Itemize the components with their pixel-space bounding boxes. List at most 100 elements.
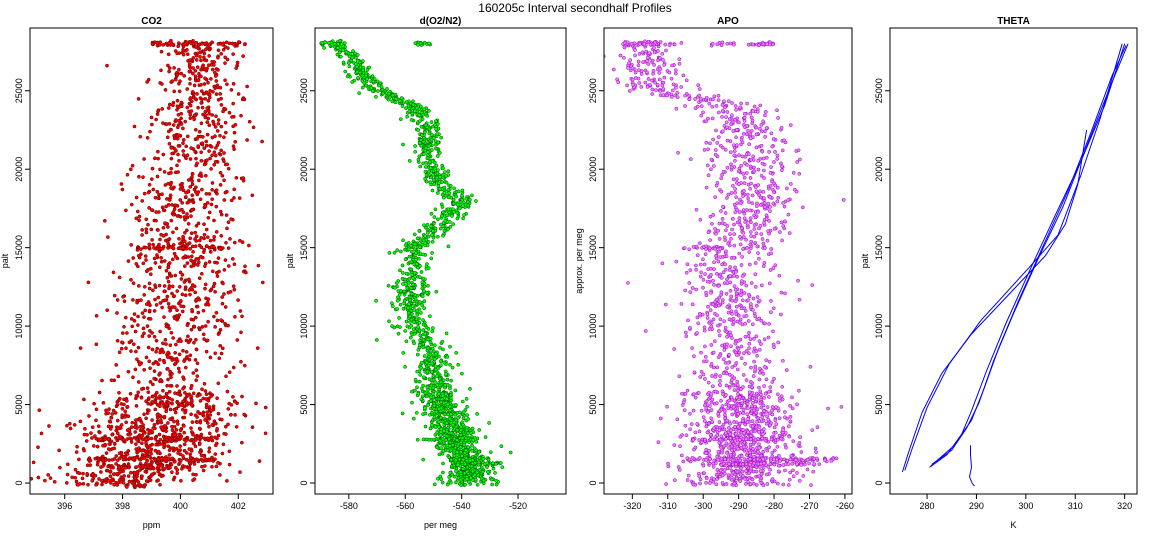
data-point <box>235 338 240 342</box>
data-point <box>167 102 172 107</box>
data-point <box>414 106 419 110</box>
data-point <box>94 407 99 412</box>
data-point <box>744 237 748 242</box>
data-point <box>199 74 203 79</box>
data-point <box>381 91 385 96</box>
data-point <box>701 277 706 282</box>
data-point <box>146 222 150 227</box>
data-point <box>216 48 221 53</box>
data-point <box>102 218 107 223</box>
data-point <box>120 340 124 345</box>
data-point <box>199 271 204 276</box>
data-point <box>486 469 490 474</box>
data-point <box>437 376 442 381</box>
data-point <box>409 286 414 290</box>
data-point <box>342 41 347 45</box>
data-point <box>247 243 251 248</box>
data-point <box>135 438 139 442</box>
data-point <box>796 278 800 283</box>
data-point <box>173 254 178 259</box>
data-point <box>218 92 223 96</box>
plot-area <box>604 39 846 488</box>
data-point <box>179 71 184 76</box>
data-point <box>175 204 180 208</box>
data-point <box>761 190 766 194</box>
data-point <box>193 315 198 320</box>
data-point <box>231 124 236 129</box>
data-point <box>438 380 443 384</box>
data-point <box>400 276 405 281</box>
data-point <box>783 410 787 414</box>
data-point <box>436 140 441 145</box>
data-point <box>227 41 232 46</box>
data-point <box>144 444 149 448</box>
data-point <box>256 263 261 268</box>
data-point <box>129 349 133 353</box>
data-point <box>213 86 217 91</box>
data-point <box>444 372 448 376</box>
data-point <box>396 295 400 300</box>
data-point <box>396 331 401 336</box>
data-point <box>398 99 402 103</box>
data-point <box>77 457 81 462</box>
data-point <box>326 41 331 45</box>
data-point <box>398 117 403 122</box>
data-point <box>229 198 234 203</box>
data-point <box>190 175 194 180</box>
data-point <box>155 457 160 462</box>
data-point <box>734 304 739 309</box>
data-point <box>113 411 118 415</box>
data-point <box>422 289 426 293</box>
data-point <box>436 366 441 370</box>
data-point <box>105 308 110 313</box>
data-point <box>435 445 439 450</box>
data-point <box>462 443 466 447</box>
data-point <box>245 138 249 142</box>
data-point <box>129 277 133 282</box>
data-point <box>188 58 192 62</box>
data-point <box>435 383 440 387</box>
data-point <box>189 254 194 259</box>
data-point <box>108 474 113 479</box>
data-point <box>119 182 124 186</box>
data-point <box>225 82 229 87</box>
data-point <box>742 351 746 356</box>
data-point <box>417 141 422 145</box>
data-point <box>426 234 431 239</box>
data-point <box>81 481 86 486</box>
data-point <box>431 235 436 240</box>
data-point <box>148 380 153 384</box>
data-point <box>134 442 138 446</box>
data-point <box>468 458 472 463</box>
data-point <box>400 411 405 416</box>
data-point <box>160 107 165 111</box>
x-tick-label: -580 <box>340 501 358 511</box>
data-point <box>216 433 221 438</box>
data-point <box>174 226 179 231</box>
data-point <box>222 151 226 155</box>
data-point <box>194 58 199 62</box>
data-point <box>711 137 715 142</box>
data-point <box>167 401 171 405</box>
data-point <box>178 428 183 433</box>
data-point <box>147 182 152 187</box>
data-point <box>138 424 143 429</box>
data-point <box>432 221 436 226</box>
data-point <box>106 424 111 429</box>
data-point <box>400 271 405 275</box>
data-point <box>759 123 764 127</box>
data-point <box>172 185 176 190</box>
data-point <box>421 437 426 442</box>
data-point <box>419 397 424 402</box>
data-point <box>694 267 698 272</box>
data-point <box>193 358 198 362</box>
data-point <box>191 249 195 254</box>
data-point <box>808 364 813 369</box>
data-point <box>322 46 326 50</box>
data-point <box>433 207 438 212</box>
data-point <box>418 264 422 268</box>
data-point <box>152 256 157 261</box>
data-point <box>701 110 705 115</box>
data-point <box>418 164 423 169</box>
data-point <box>698 375 703 379</box>
